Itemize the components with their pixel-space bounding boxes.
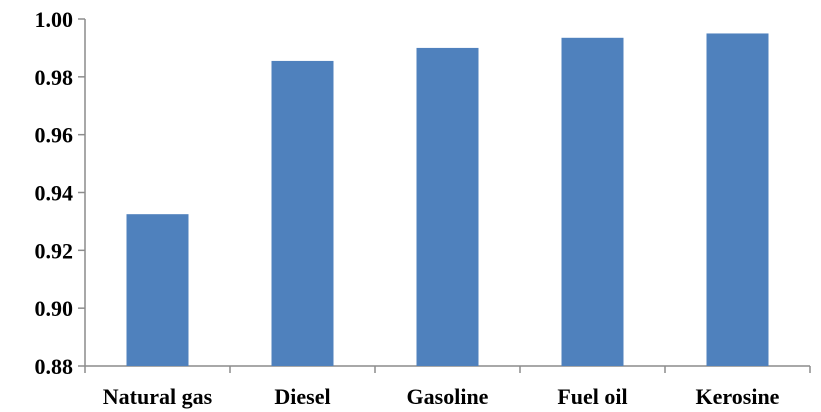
x-category-label: Natural gas — [103, 384, 213, 409]
bar — [706, 33, 769, 366]
bars — [126, 33, 769, 367]
y-axis-ticks: 0.88 0.90 0.92 0.94 0.96 0.98 1.00 — [35, 7, 85, 379]
x-axis-labels: Natural gas Diesel Gasoline Fuel oil Kerosin… — [103, 384, 780, 409]
bar — [271, 60, 334, 366]
y-tick-label: 0.98 — [35, 65, 74, 90]
bar — [561, 37, 624, 366]
y-tick-label: 1.00 — [35, 7, 74, 32]
bar — [416, 47, 479, 367]
y-tick-label: 0.90 — [35, 296, 74, 321]
bar — [126, 214, 189, 366]
x-category-label: Fuel oil — [557, 384, 627, 409]
x-category-label: Kerosine — [696, 384, 780, 409]
y-tick-label: 0.96 — [35, 123, 74, 148]
y-tick-label: 0.88 — [35, 354, 74, 379]
x-category-label: Gasoline — [407, 384, 489, 409]
y-tick-label: 0.92 — [35, 238, 74, 263]
x-category-label: Diesel — [274, 384, 330, 409]
y-tick-label: 0.94 — [35, 181, 74, 206]
